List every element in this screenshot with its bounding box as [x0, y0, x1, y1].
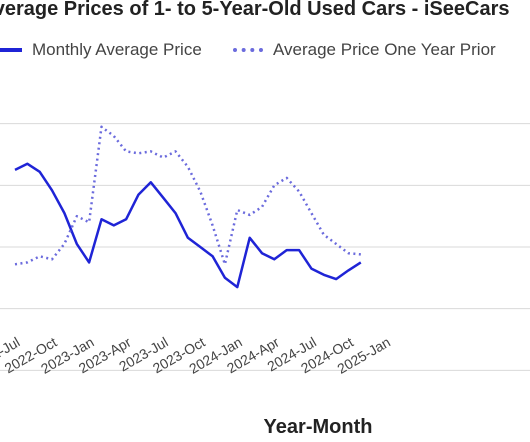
legend-item-average-price-one-year-prior: Average Price One Year Prior: [233, 40, 496, 60]
legend-item-monthly-average-price: Monthly Average Price: [0, 40, 202, 60]
series-0: [14, 162, 362, 289]
series-line-0: [14, 162, 362, 289]
legend-swatch-solid: [0, 48, 22, 52]
x-axis-title: Year-Month: [263, 416, 373, 438]
series-1: [14, 125, 361, 266]
series-line-1: [14, 125, 361, 266]
legend-swatch-dotted: [233, 48, 263, 52]
legend-label-monthly-average-price: Monthly Average Price: [32, 40, 202, 59]
legend-label-average-price-one-year-prior: Average Price One Year Prior: [273, 40, 496, 59]
chart-title: Average Prices of 1- to 5-Year-Old Used …: [0, 0, 510, 20]
series-lines: [14, 125, 362, 289]
gridlines: [0, 123, 530, 371]
